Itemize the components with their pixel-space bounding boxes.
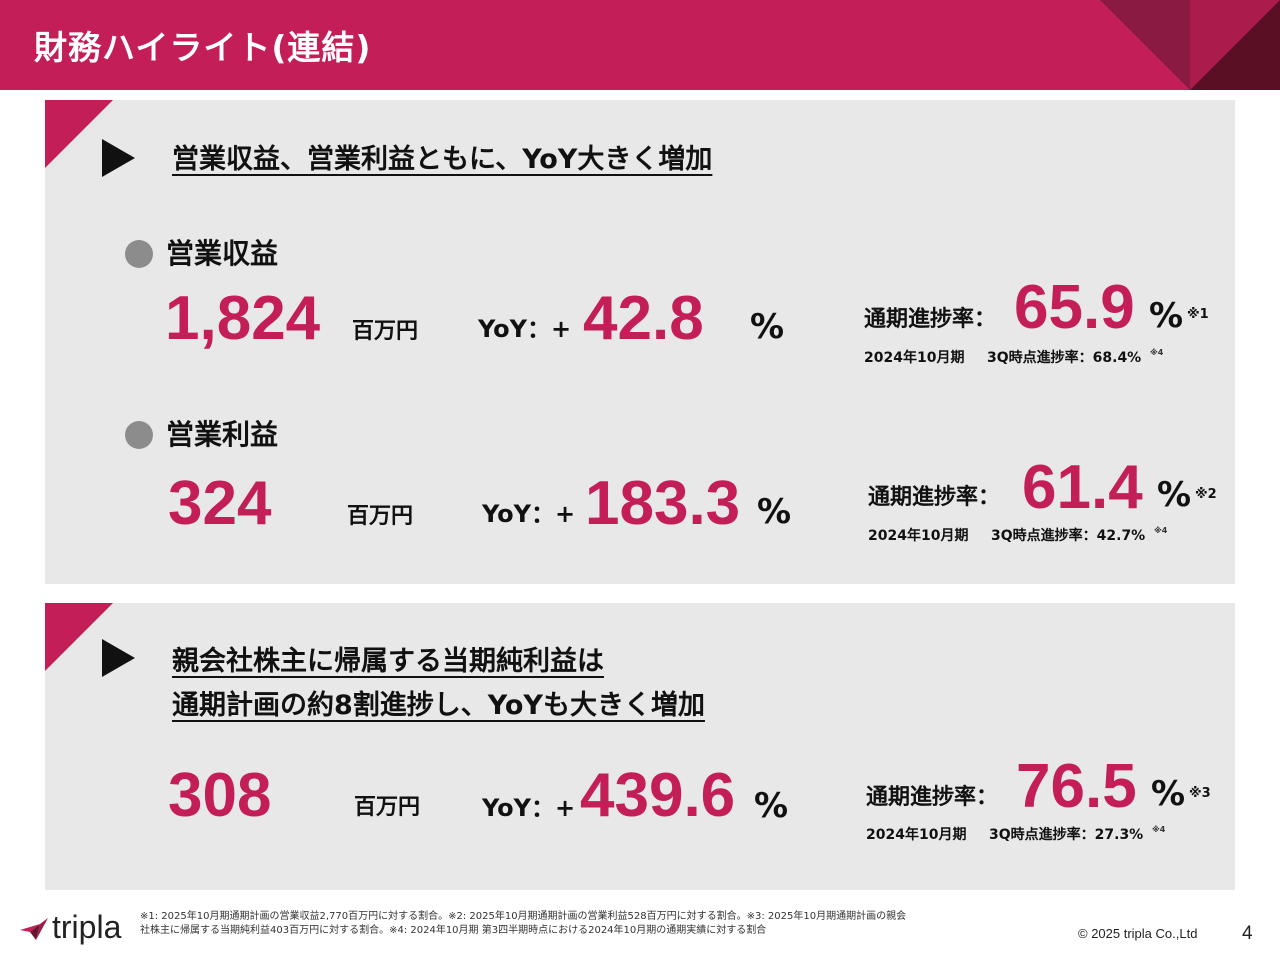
bullet-icon <box>125 421 153 449</box>
net-income-yoy-value: 439.6 <box>580 761 736 830</box>
operating-income-progress-percent: % <box>1157 475 1192 515</box>
copyright: © 2025 tripla Co.,Ltd <box>1078 926 1198 941</box>
footnote-line: ※1: 2025年10月期通期計画の営業収益2,770百万円に対する割合。※2:… <box>140 911 907 922</box>
net-income-unit: 百万円 <box>354 795 421 820</box>
net-income-progress-percent: % <box>1151 774 1186 814</box>
tripla-logo: tripla <box>20 909 135 945</box>
net-income-prev-note: ※4 <box>1152 825 1166 834</box>
operating-income-yoy-value: 183.3 <box>585 469 741 538</box>
net-income-progress-label: 通期進捗率： <box>866 785 999 810</box>
title-bar: 財務ハイライト(連結) <box>0 0 1280 90</box>
revenue-profit-panel <box>45 100 1235 584</box>
net-income-prev-progress: 3Q時点進捗率：27.3% <box>989 827 1144 843</box>
net-income-prev-label: 2024年10月期 <box>866 827 967 843</box>
net-income-value: 308 <box>168 761 272 830</box>
revenue-prev-note: ※4 <box>1150 348 1164 357</box>
revenue-progress-label: 通期進捗率： <box>864 307 997 332</box>
play-arrow-icon <box>102 139 135 177</box>
operating-income-value: 324 <box>168 469 272 538</box>
revenue-yoy-value: 42.8 <box>583 284 704 353</box>
section2-headline-line2: 通期計画の約8割進捗し、YoYも大きく増加 <box>172 690 705 721</box>
revenue-prev-label: 2024年10月期 <box>864 350 965 366</box>
operating-income-unit: 百万円 <box>347 504 414 529</box>
operating-income-progress-value: 61.4 <box>1022 453 1143 522</box>
footnotes: ※1: 2025年10月期通期計画の営業収益2,770百万円に対する割合。※2:… <box>140 910 1075 938</box>
revenue-label: 営業収益 <box>166 237 279 270</box>
footnote-line: 社株主に帰属する当期純利益403百万円に対する割合。※4: 2024年10月期 … <box>140 925 767 936</box>
revenue-yoy-label: YoY：+ <box>478 315 572 343</box>
net-income-yoy-label: YoY：+ <box>482 794 576 822</box>
net-income-yoy-percent: % <box>754 786 789 826</box>
operating-income-yoy-label: YoY：+ <box>482 500 576 528</box>
operating-income-progress-label: 通期進捗率： <box>868 485 1001 510</box>
tripla-mark-icon <box>20 918 48 940</box>
operating-income-progress-note: ※2 <box>1195 487 1217 502</box>
corner-accent <box>45 100 113 168</box>
revenue-progress-percent: % <box>1149 296 1184 336</box>
revenue-value: 1,824 <box>165 284 321 353</box>
bullet-icon <box>125 240 153 268</box>
revenue-unit: 百万円 <box>352 319 419 344</box>
net-income-progress-value: 76.5 <box>1016 752 1137 821</box>
logo-text: tripla <box>52 909 122 945</box>
operating-income-label: 営業利益 <box>166 418 279 451</box>
net-income-panel <box>45 603 1235 890</box>
net-income-progress-note: ※3 <box>1189 786 1211 801</box>
revenue-yoy-percent: % <box>750 307 785 347</box>
revenue-progress-note: ※1 <box>1187 307 1209 322</box>
operating-income-prev-progress: 3Q時点進捗率：42.7% <box>991 528 1146 544</box>
page-number: 4 <box>1242 923 1253 944</box>
corner-accent <box>45 603 113 671</box>
play-arrow-icon <box>102 639 135 677</box>
section1-headline: 営業収益、営業利益ともに、YoY大きく増加 <box>172 144 713 175</box>
operating-income-prev-note: ※4 <box>1154 526 1168 535</box>
page-title: 財務ハイライト(連結) <box>34 28 372 67</box>
revenue-progress-value: 65.9 <box>1014 273 1135 342</box>
operating-income-yoy-percent: % <box>757 492 792 532</box>
header-decoration <box>1100 0 1280 90</box>
section2-headline-line1: 親会社株主に帰属する当期純利益は <box>172 646 604 677</box>
operating-income-prev-label: 2024年10月期 <box>868 528 969 544</box>
revenue-prev-progress: 3Q時点進捗率：68.4% <box>987 350 1142 366</box>
